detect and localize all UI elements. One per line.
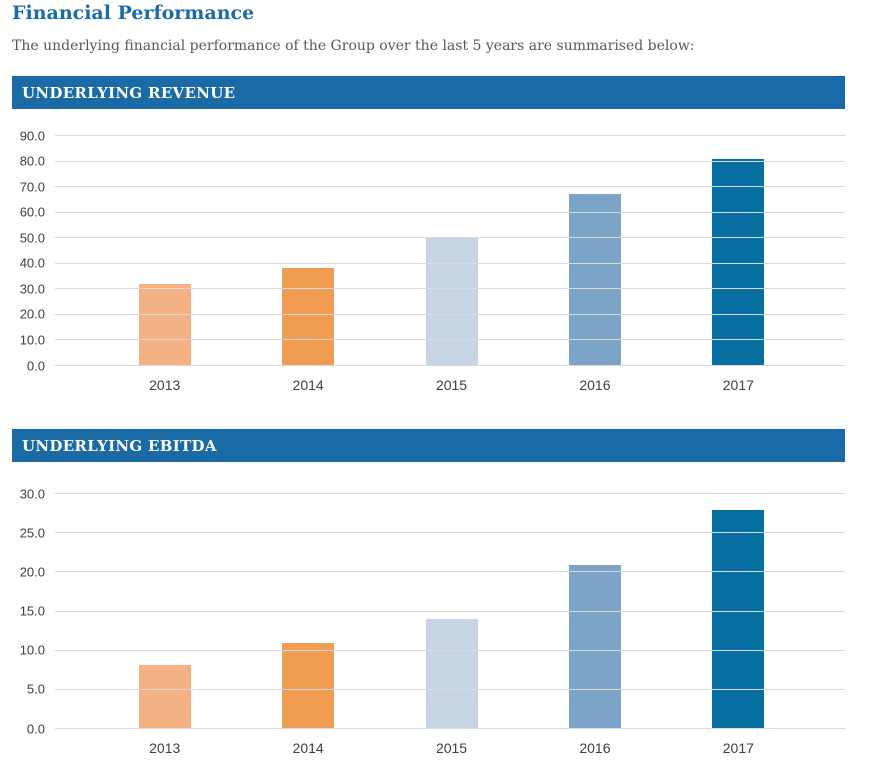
bar-slot-2014 xyxy=(236,494,379,729)
gridline-y-20: 20.0 xyxy=(20,307,845,322)
gridline-y-0: 0.0 xyxy=(27,721,845,736)
gridline-y-90: 90.0 xyxy=(20,128,845,143)
gridline-y-80: 80.0 xyxy=(20,154,845,169)
intro-text: The underlying financial performance of … xyxy=(12,38,695,54)
bar-slot-2015 xyxy=(380,136,523,366)
bar-slot-2017 xyxy=(667,494,810,729)
bar-2014 xyxy=(282,267,335,366)
gridline-y-20: 20.0 xyxy=(20,564,845,579)
bar-2014 xyxy=(282,642,335,729)
gridline-y-10: 10.0 xyxy=(20,332,845,347)
gridline-y-10: 10.0 xyxy=(20,643,845,658)
y-axis-tick-label: 90.0 xyxy=(19,128,45,143)
bar-2016 xyxy=(568,564,621,729)
bar-2013 xyxy=(138,664,191,729)
y-axis-tick-label: 10.0 xyxy=(19,642,45,658)
underlying-revenue-bars xyxy=(93,136,810,366)
x-axis-label-2017: 2017 xyxy=(722,377,754,393)
gridline-y-25: 25.0 xyxy=(20,525,845,540)
y-axis-tick-label: 70.0 xyxy=(19,179,45,195)
underlying-ebitda-plot-area: 30.0 25.0 20.0 15.0 10.0 5.0 0.0 xyxy=(20,486,845,736)
underlying-ebitda-chart-header: UNDERLYING EBITDA xyxy=(12,429,845,462)
y-axis-tick-label: 50.0 xyxy=(19,230,45,246)
x-axis-label-2015: 2015 xyxy=(435,740,468,756)
x-axis-label-2016: 2016 xyxy=(579,740,611,756)
bar-slot-2013 xyxy=(93,494,236,729)
y-axis-tick-label: 25.0 xyxy=(19,525,45,541)
bar-2013 xyxy=(138,284,191,366)
y-axis-tick-label: 30.0 xyxy=(19,281,45,297)
y-axis-tick-label: 15.0 xyxy=(19,603,45,619)
gridline-y-0: 0.0 xyxy=(27,358,845,373)
y-axis-tick-label: 5.0 xyxy=(26,681,45,697)
y-axis-tick-label: 0.0 xyxy=(26,721,45,736)
underlying-revenue-chart-title: UNDERLYING REVENUE xyxy=(22,83,236,102)
gridline-y-30: 30.0 xyxy=(20,281,845,296)
gridline-y-70: 70.0 xyxy=(20,179,845,194)
y-axis-tick-label: 40.0 xyxy=(19,255,45,271)
underlying-ebitda-bars xyxy=(93,494,810,729)
bar-2016 xyxy=(568,193,621,366)
x-axis-label-2017: 2017 xyxy=(722,740,754,756)
bar-2015 xyxy=(425,619,478,729)
bar-2017 xyxy=(712,509,765,729)
y-axis-tick-label: 30.0 xyxy=(19,486,45,501)
bar-2017 xyxy=(712,159,765,366)
gridline-y-50: 50.0 xyxy=(20,230,845,245)
x-axis-label-2016: 2016 xyxy=(579,377,611,393)
y-axis-tick-label: 60.0 xyxy=(19,204,45,220)
x-axis-label-2013: 2013 xyxy=(149,740,181,756)
underlying-revenue-plot-area: 90.0 80.0 70.0 60.0 50.0 40.0 30.0 20.0 10.0 0.0 xyxy=(20,128,845,373)
underlying-revenue-x-axis-labels: 2013 2014 2015 2016 2017 xyxy=(55,377,845,393)
x-axis-label-2013: 2013 xyxy=(149,377,181,393)
underlying-revenue-chart-header: UNDERLYING REVENUE xyxy=(12,76,845,109)
underlying-ebitda-x-axis-labels: 2013 2014 2015 2016 2017 xyxy=(55,740,845,756)
underlying-revenue-chart-section: UNDERLYING REVENUE 90.0 80.0 70.0 60.0 50.0 4… xyxy=(12,76,845,393)
underlying-ebitda-chart-section: UNDERLYING EBITDA 30.0 25.0 20.0 15.0 10.0 5.… xyxy=(12,429,845,756)
bar-slot-2017 xyxy=(667,136,810,366)
gridline-y-15: 15.0 xyxy=(20,604,845,619)
y-axis-tick-label: 20.0 xyxy=(19,306,45,322)
gridline-y-40: 40.0 xyxy=(20,256,845,271)
gridline-y-30: 30.0 xyxy=(20,486,845,501)
gridline-y-60: 60.0 xyxy=(20,205,845,220)
bar-slot-2016 xyxy=(523,136,666,366)
gridline-y-5: 5.0 xyxy=(27,682,845,697)
report-page: Financial Performance The underlying fin… xyxy=(12,2,845,756)
bar-slot-2014 xyxy=(236,136,379,366)
y-axis-tick-label: 0.0 xyxy=(26,358,45,373)
bar-slot-2015 xyxy=(380,494,523,729)
x-axis-label-2014: 2014 xyxy=(292,377,324,393)
underlying-ebitda-chart-title: UNDERLYING EBITDA xyxy=(22,436,217,455)
page-title: Financial Performance xyxy=(12,2,255,24)
y-axis-tick-label: 10.0 xyxy=(19,332,45,348)
x-axis-label-2014: 2014 xyxy=(292,740,324,756)
bar-slot-2016 xyxy=(523,494,666,729)
y-axis-tick-label: 20.0 xyxy=(19,564,45,580)
x-axis-label-2015: 2015 xyxy=(435,377,468,393)
bar-slot-2013 xyxy=(93,136,236,366)
bar-2015 xyxy=(425,238,478,366)
y-axis-tick-label: 80.0 xyxy=(19,153,45,169)
